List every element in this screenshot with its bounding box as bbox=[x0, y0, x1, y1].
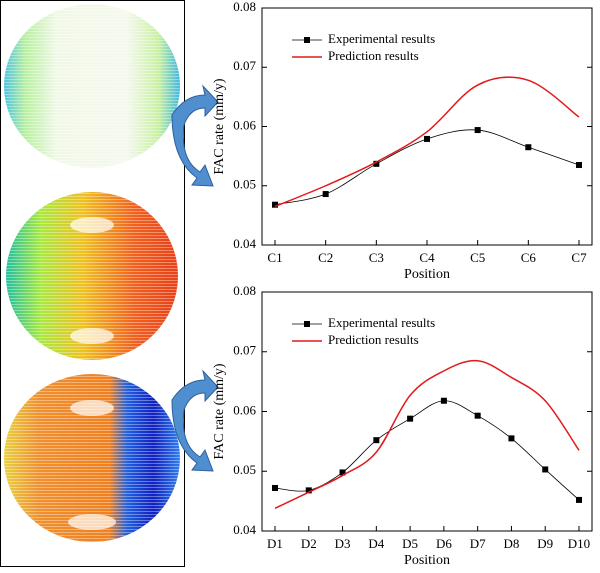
legend-marker bbox=[304, 37, 310, 43]
legend-label: Prediction results bbox=[328, 48, 419, 63]
marker bbox=[474, 127, 481, 134]
marker bbox=[424, 135, 430, 142]
y-axis-label: FAC rate (mm/y) bbox=[212, 78, 227, 175]
x-tick-label: C7 bbox=[571, 250, 587, 265]
x-tick-label: C6 bbox=[521, 250, 537, 265]
x-tick-label: D1 bbox=[267, 536, 283, 551]
x-tick-label: C5 bbox=[470, 250, 485, 265]
marker bbox=[508, 435, 515, 442]
vortex bbox=[70, 400, 114, 416]
marker bbox=[474, 412, 481, 419]
flow-lines bbox=[4, 374, 180, 542]
series-line bbox=[274, 76, 580, 208]
x-tick-label: D2 bbox=[301, 536, 317, 551]
x-tick-label: C1 bbox=[267, 250, 282, 265]
x-tick-label: D8 bbox=[503, 536, 519, 551]
marker bbox=[373, 160, 380, 167]
marker bbox=[322, 191, 329, 198]
legend-label: Prediction results bbox=[328, 332, 419, 347]
x-tick-label: D6 bbox=[436, 536, 452, 551]
arrow bbox=[171, 84, 219, 187]
y-tick-label: 0.08 bbox=[233, 283, 256, 298]
marker bbox=[272, 484, 278, 491]
arrow bbox=[171, 369, 219, 472]
x-tick-label: D3 bbox=[335, 536, 351, 551]
legend-label: Experimental results bbox=[328, 315, 435, 330]
y-tick-label: 0.07 bbox=[233, 343, 256, 358]
marker bbox=[440, 397, 447, 404]
flow-lines bbox=[6, 192, 178, 360]
y-tick-label: 0.07 bbox=[233, 58, 256, 73]
x-tick-label: D4 bbox=[368, 536, 384, 551]
x-axis-label: Position bbox=[404, 553, 450, 568]
series-line bbox=[274, 359, 580, 509]
y-tick-label: 0.05 bbox=[233, 177, 256, 192]
series-line bbox=[274, 400, 580, 501]
x-tick-label: D10 bbox=[568, 536, 590, 551]
marker bbox=[542, 466, 549, 473]
vortex bbox=[70, 328, 114, 344]
x-tick-label: D5 bbox=[402, 536, 418, 551]
marker bbox=[373, 437, 380, 444]
x-axis-label: Position bbox=[404, 267, 450, 282]
vortex bbox=[70, 217, 114, 233]
x-tick-label: D7 bbox=[470, 536, 486, 551]
marker bbox=[272, 201, 278, 208]
legend-marker bbox=[304, 321, 310, 327]
marker bbox=[407, 415, 414, 422]
marker bbox=[576, 162, 582, 169]
vortex bbox=[68, 514, 116, 530]
y-tick-label: 0.06 bbox=[233, 117, 256, 132]
x-tick-label: D9 bbox=[537, 536, 553, 551]
y-tick-label: 0.06 bbox=[233, 402, 256, 417]
charts: 0.04 0.05 0.06 0.07 0.08 C1 C2 C3 C4 C5 C6 C7 Positi… bbox=[212, 0, 593, 568]
x-tick-label: C3 bbox=[369, 250, 384, 265]
y-tick-label: 0.04 bbox=[233, 522, 256, 537]
y-tick-label: 0.05 bbox=[233, 462, 256, 477]
marker bbox=[339, 469, 346, 476]
y-tick-label: 0.04 bbox=[233, 236, 256, 251]
marker bbox=[576, 496, 582, 503]
x-tick-label: C4 bbox=[419, 250, 435, 265]
x-tick-label: C2 bbox=[318, 250, 333, 265]
legend-label: Experimental results bbox=[328, 31, 435, 46]
marker bbox=[305, 487, 312, 494]
flow-panel bbox=[0, 0, 185, 567]
y-tick-label: 0.08 bbox=[233, 0, 256, 14]
y-axis-label: FAC rate (mm/y) bbox=[212, 363, 227, 460]
marker bbox=[525, 144, 532, 151]
flow-lines bbox=[4, 4, 180, 168]
